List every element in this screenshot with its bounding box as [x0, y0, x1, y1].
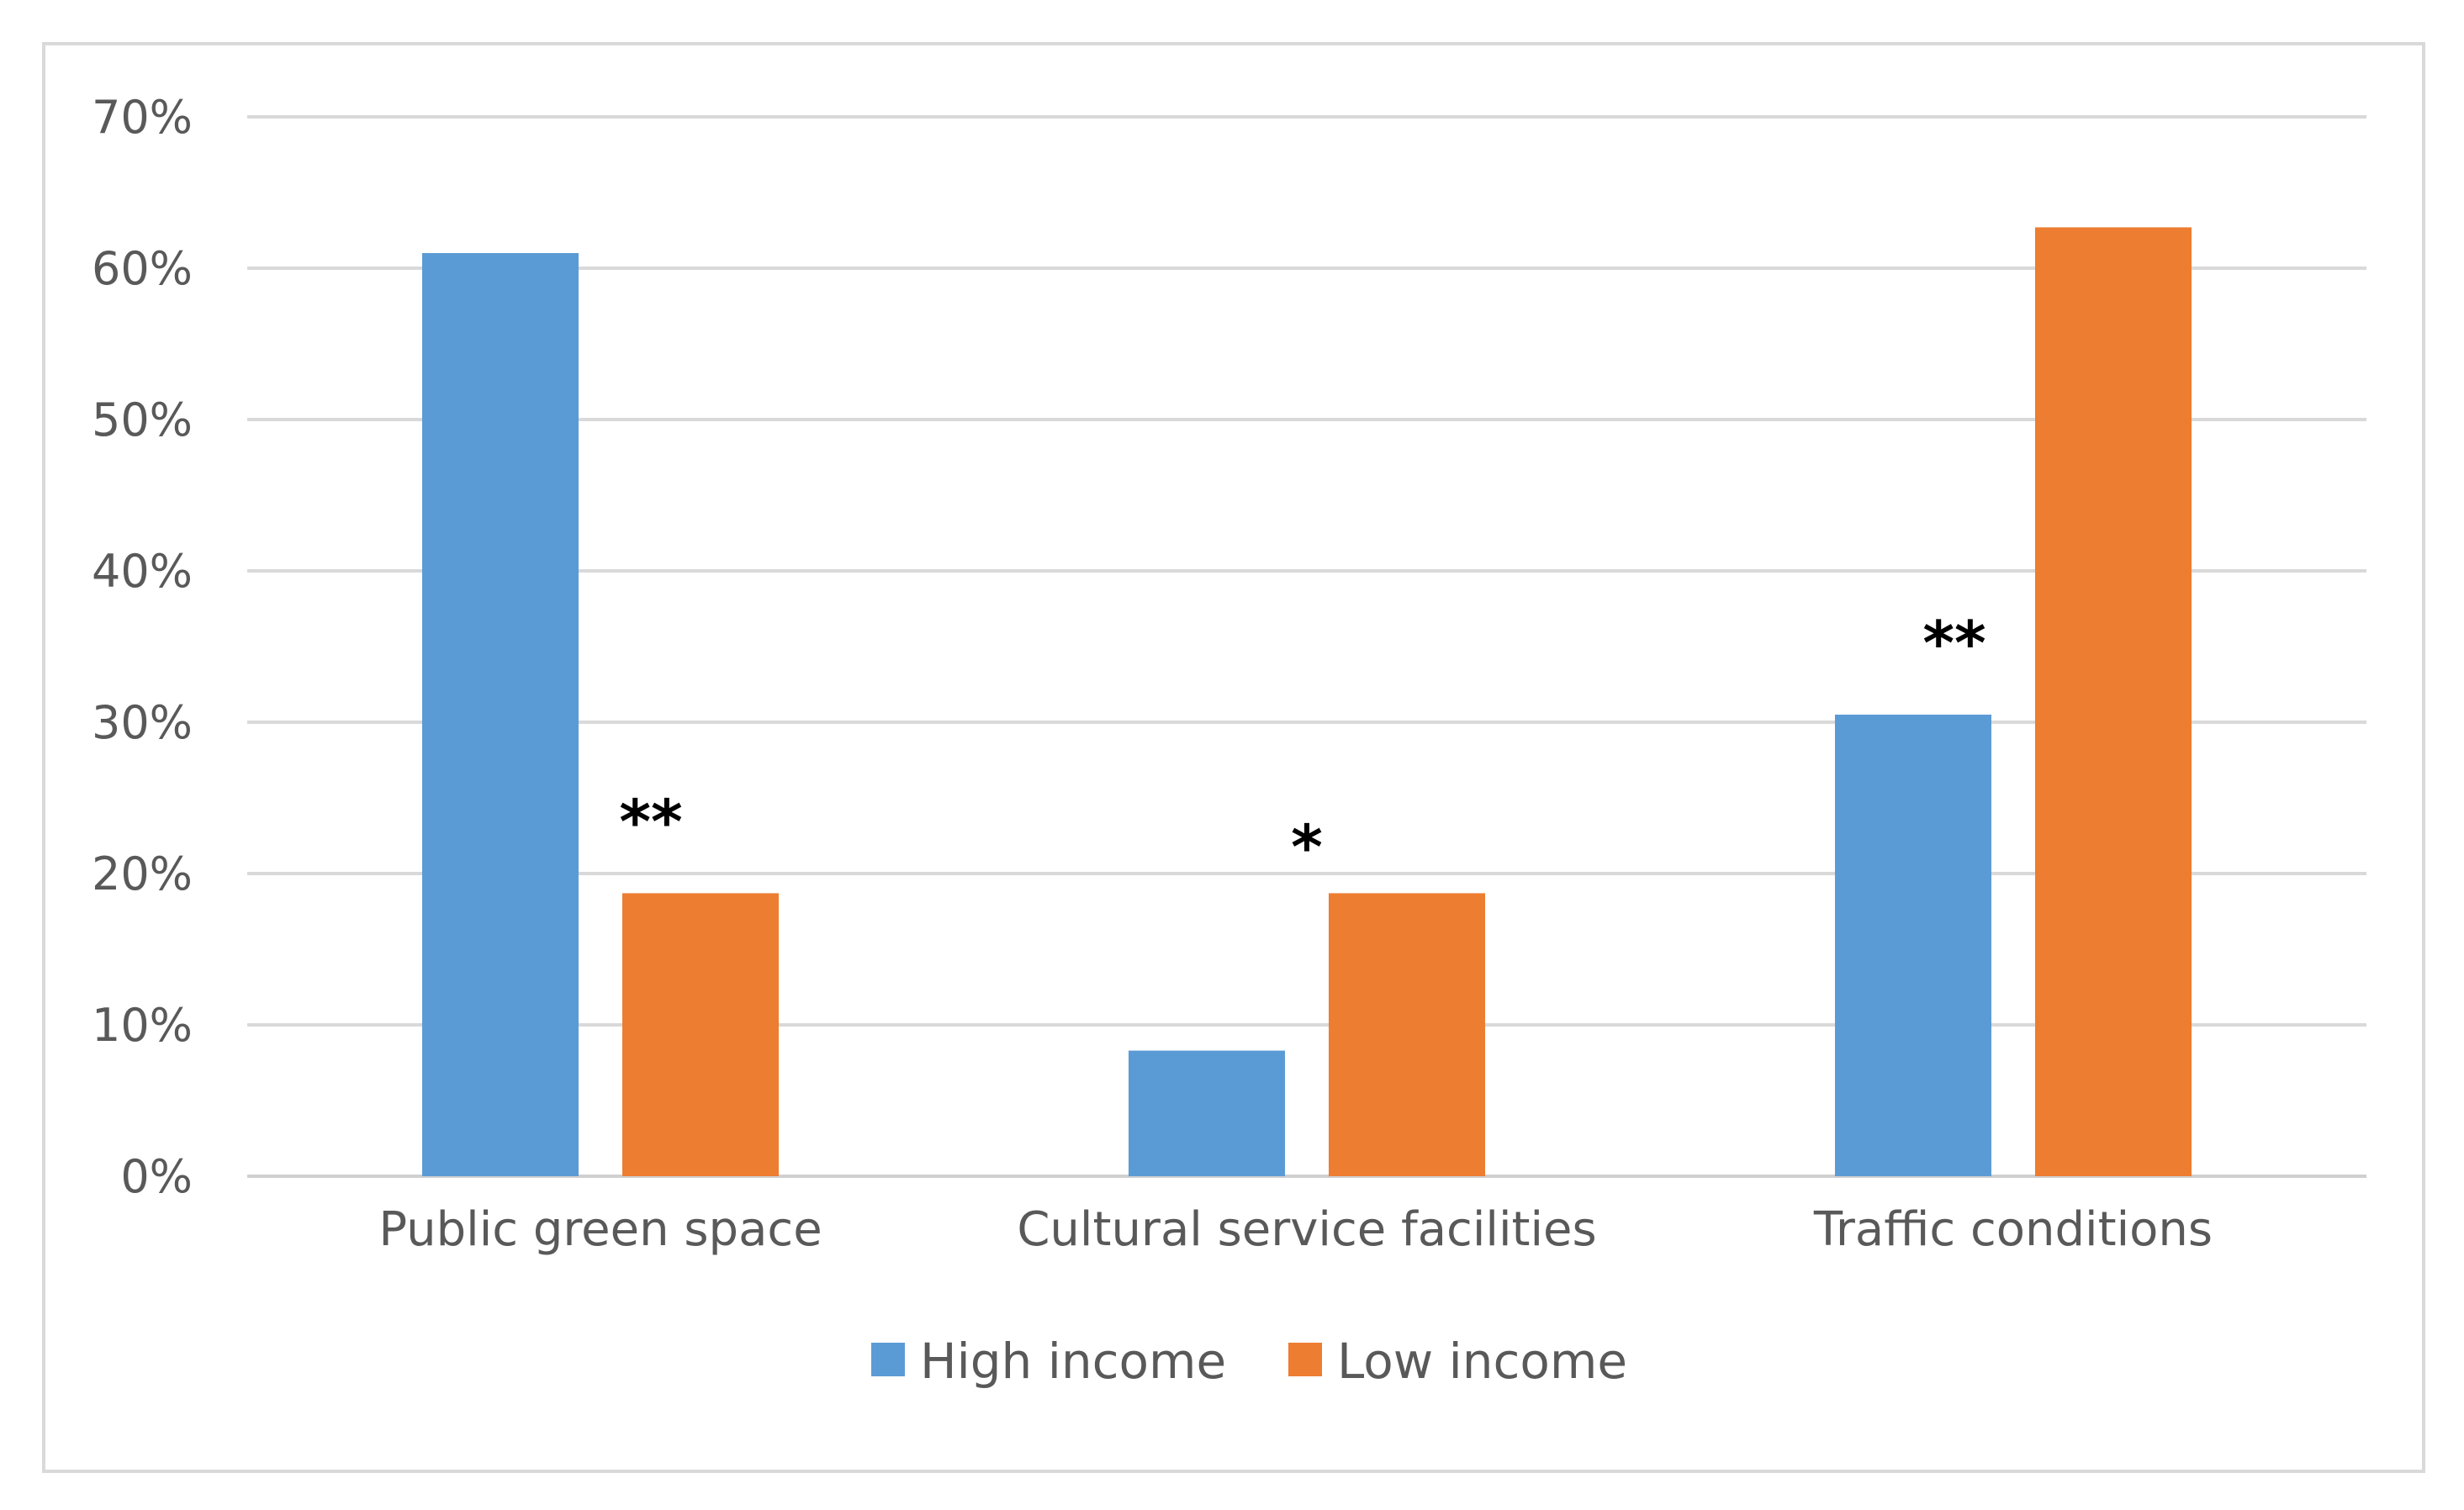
y-tick-label: 40%	[92, 545, 193, 598]
legend-swatch	[1288, 1343, 1322, 1376]
x-tick-label: Public green space	[378, 1202, 822, 1257]
bar-high-income	[1835, 715, 1991, 1176]
y-tick-label: 30%	[92, 696, 193, 749]
significance-marker: *	[1291, 811, 1323, 882]
y-tick-label: 70%	[92, 91, 193, 144]
y-tick-label: 0%	[120, 1150, 193, 1203]
y-tick-label: 10%	[92, 999, 193, 1052]
bar-low-income	[1329, 893, 1485, 1176]
y-tick-label: 60%	[92, 242, 193, 295]
bar-low-income	[622, 893, 779, 1176]
significance-marker: **	[1922, 608, 1985, 678]
legend-label: High income	[920, 1333, 1226, 1390]
legend-swatch	[871, 1343, 905, 1376]
bar-low-income	[2035, 227, 2192, 1176]
x-tick-label: Traffic conditions	[1813, 1202, 2213, 1257]
significance-marker: **	[619, 786, 682, 857]
bar-chart: 0% 10% 20% 30% 40% 50% 60% 70% Public green spac…	[92, 91, 2366, 1390]
y-tick-label: 20%	[92, 847, 193, 900]
chart-frame: 0% 10% 20% 30% 40% 50% 60% 70% Public green spac…	[42, 42, 2425, 1473]
x-tick-label: Cultural service facilities	[1017, 1202, 1596, 1257]
bar-high-income	[422, 253, 579, 1176]
legend-label: Low income	[1337, 1333, 1627, 1390]
y-tick-label: 50%	[92, 393, 193, 446]
bar-high-income	[1129, 1050, 1285, 1176]
